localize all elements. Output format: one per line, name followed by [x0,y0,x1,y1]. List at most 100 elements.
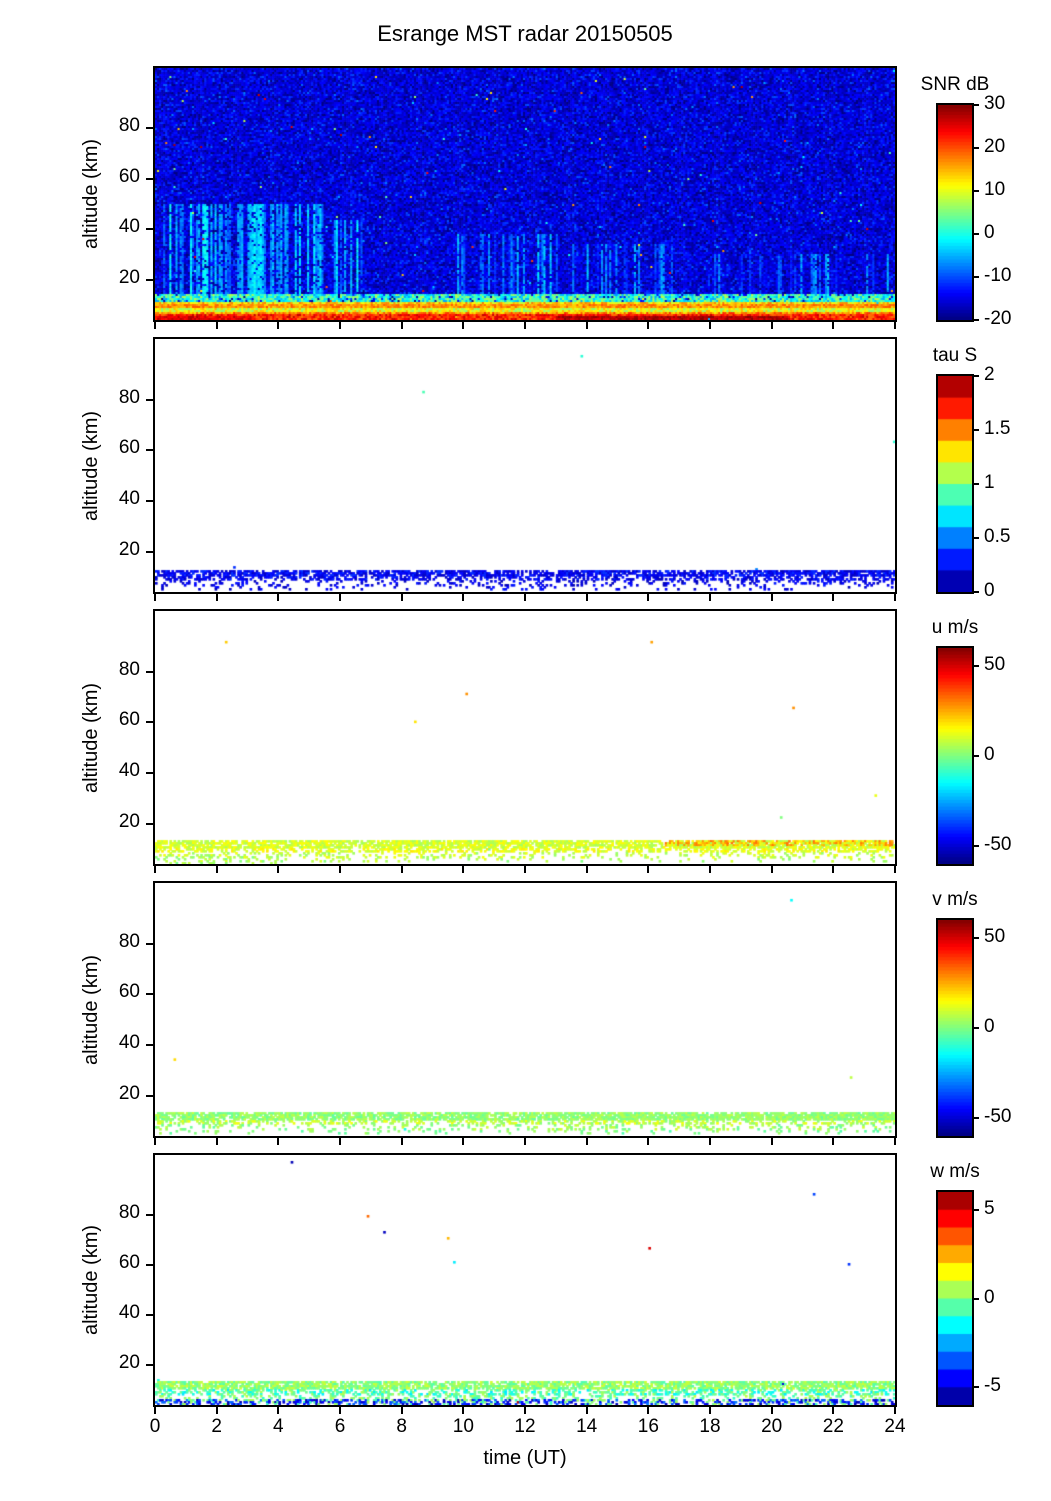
colorbar-tick-label: 5 [984,1197,995,1219]
colorbar-tick-label: 1.5 [984,418,1011,439]
colorbar-w-canvas [938,1192,972,1405]
colorbar-tick-label: -50 [984,834,1012,855]
x-tick [215,594,218,601]
y-tick-label: 20 [118,538,140,560]
panel-u-frame [153,609,897,866]
colorbar-tick-label: 0 [984,580,995,601]
x-tick [215,866,218,873]
colorbar-tick [974,276,979,278]
colorbar-tick-label: -10 [984,265,1012,286]
y-axis-label: altitude (km) [80,954,102,1065]
x-tick [400,1138,403,1145]
x-tick-label: 14 [576,1416,598,1437]
colorbar-tick-label: 50 [984,654,1006,675]
colorbar-tick-label: 1 [984,472,995,493]
colorbar-tick [974,755,979,757]
x-tick [154,594,156,601]
colorbar-tau-frame [936,374,974,594]
colorbar-tick [974,591,979,593]
colorbar-tick [974,375,979,377]
colorbar-tick-label: 20 [984,136,1006,157]
y-tick-label: 80 [118,1202,140,1223]
colorbar-tick [974,483,979,485]
x-tick [339,1138,341,1145]
x-tick-label: 8 [396,1416,407,1437]
y-tick [146,670,153,673]
x-tick [215,1407,218,1414]
x-tick [154,322,156,329]
x-tick-label: 20 [761,1416,783,1437]
colorbar-tau-canvas [938,376,972,592]
y-axis-label: altitude (km) [80,1224,102,1336]
colorbar-tick [974,537,979,539]
colorbar-label-v: v m/s [932,889,978,910]
x-tick-label: 24 [884,1416,906,1437]
colorbar-tick-label: -5 [984,1375,1001,1397]
x-tick [709,1138,711,1145]
x-tick [154,1138,156,1145]
x-tick [154,1407,156,1414]
x-tick-label: 4 [273,1416,284,1437]
y-tick [146,449,153,452]
x-tick [585,1138,588,1145]
x-tick-label: 22 [822,1416,844,1437]
x-tick [277,1138,280,1145]
y-tick [146,550,153,553]
y-tick-label: 80 [118,115,140,137]
y-tick [146,398,153,401]
snr-heatmap-canvas [155,68,895,320]
x-tick [770,1138,773,1145]
y-tick [146,771,153,774]
colorbar-tick-label: 0.5 [984,526,1011,547]
colorbar-tick [974,1208,979,1211]
x-tick [400,594,403,601]
x-tick [585,866,588,873]
y-tick [146,1043,153,1046]
y-axis-label: altitude (km) [80,138,102,250]
x-tick [894,594,896,601]
y-tick [146,822,153,825]
panel-tau-frame [153,337,897,594]
x-tick [585,322,588,329]
y-tick-label: 80 [118,658,140,680]
y-tick-label: 60 [118,981,140,1003]
x-tick [709,1407,711,1414]
colorbar-tick-label: 0 [984,1286,995,1308]
colorbar-snr-canvas [938,105,972,320]
y-tick [146,127,153,130]
x-tick [462,1138,465,1145]
y-tick [146,993,153,996]
y-tick-label: 80 [118,930,140,952]
x-tick [400,322,403,329]
x-tick [647,1407,650,1414]
x-tick [277,322,280,329]
colorbar-tick-label: 2 [984,364,995,385]
x-tick [462,866,465,873]
x-tick [770,866,773,873]
x-tick [832,1138,835,1145]
colorbar-label-tau: tau S [932,345,978,366]
y-tick-label: 60 [118,709,140,731]
x-axis-label: time (UT) [483,1447,567,1469]
colorbar-v-frame [936,918,974,1138]
x-tick [709,594,711,601]
colorbar-tick [974,665,979,667]
colorbar-tick [974,1027,979,1029]
y-tick [146,278,153,281]
colorbar-tick-label: 0 [984,1016,995,1037]
colorbar-tick [974,104,979,106]
panel-snr-frame [153,66,897,322]
tau-heatmap-canvas [155,339,895,592]
y-tick-label: 40 [118,1302,140,1323]
y-tick [146,1094,153,1097]
colorbar-tick [974,845,979,847]
panel-w-frame [153,1153,897,1407]
colorbar-tick-label: -20 [984,308,1012,329]
colorbar-tick [974,147,979,149]
x-tick [277,594,280,601]
x-tick [709,322,711,329]
colorbar-label-u: u m/s [931,617,979,638]
x-tick [832,594,835,601]
x-tick [215,1138,218,1145]
